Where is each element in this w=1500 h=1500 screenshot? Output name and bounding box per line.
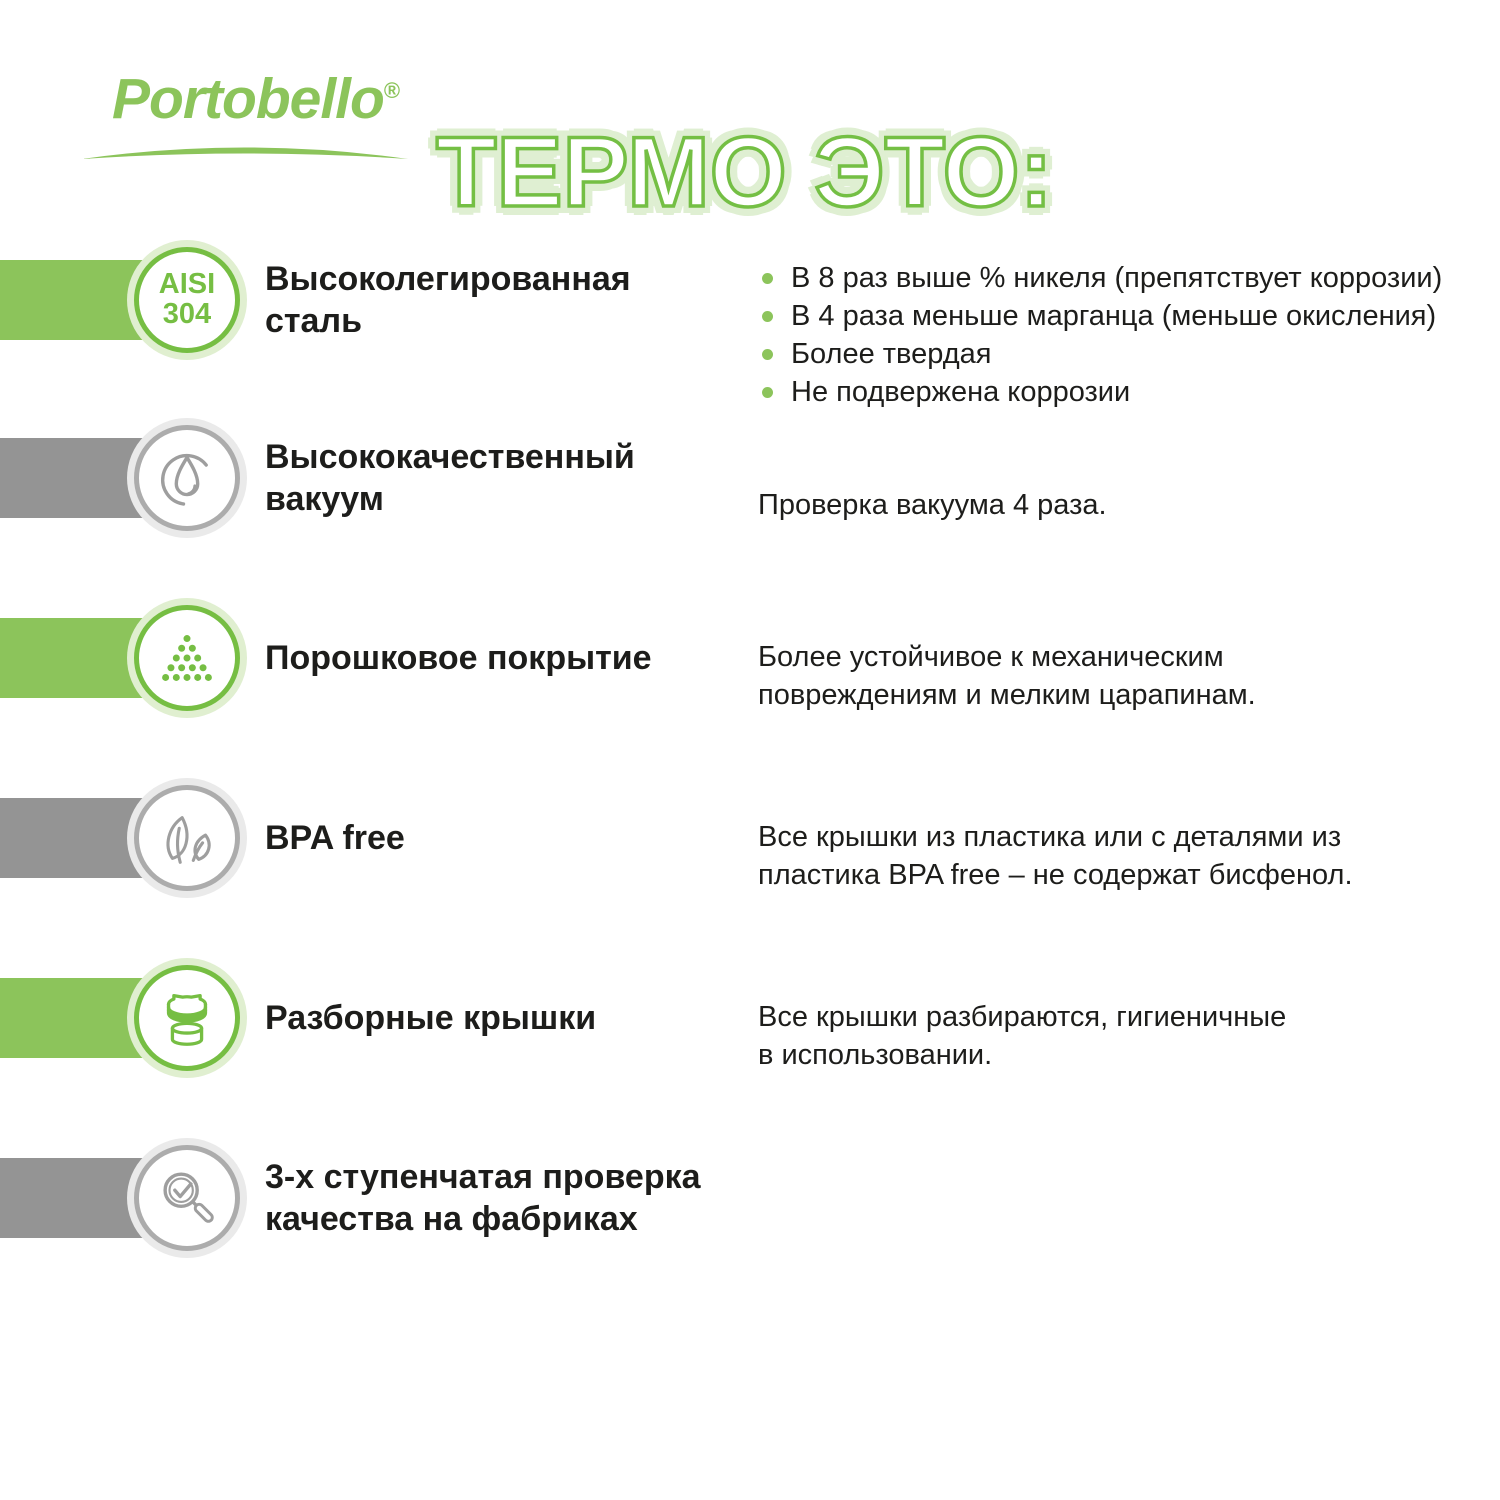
list-item: Не подвержена коррозии bbox=[758, 373, 1500, 411]
registered-mark: ® bbox=[383, 78, 401, 103]
feature-description: Более устойчивое к механическим поврежде… bbox=[758, 641, 1256, 711]
accent-bar bbox=[0, 1158, 152, 1238]
icon-halo bbox=[127, 418, 247, 538]
feature-title: Разборные крышки bbox=[265, 999, 597, 1037]
feature-title: 3-х ступенчатая проверка качества на фаб… bbox=[265, 1158, 701, 1238]
icon-halo bbox=[127, 598, 247, 718]
accent-bar bbox=[0, 978, 152, 1058]
accent-bar bbox=[0, 798, 152, 878]
feature-description: Все крышки из пластика или с деталями из… bbox=[758, 821, 1353, 891]
accent-bar bbox=[0, 618, 152, 698]
icon-circle bbox=[134, 425, 240, 531]
water-drop-icon bbox=[160, 453, 214, 506]
feature-description: Проверка вакуума 4 раза. bbox=[758, 489, 1107, 521]
bullet-dot-icon bbox=[762, 273, 773, 284]
feature-title: BPA free bbox=[265, 819, 405, 857]
powder-dots-icon bbox=[162, 635, 212, 681]
brand-logo: Portobello® bbox=[112, 66, 400, 132]
list-item: Более твердая bbox=[758, 335, 1500, 373]
icon-circle bbox=[134, 785, 240, 891]
icon-halo: AISI 304 bbox=[127, 240, 247, 360]
bullet-dot-icon bbox=[762, 387, 773, 398]
icon-circle bbox=[134, 605, 240, 711]
bullet-text: В 4 раза меньше марганца (меньше окислен… bbox=[791, 300, 1437, 332]
accent-bar bbox=[0, 438, 152, 518]
icon-circle: AISI 304 bbox=[134, 247, 240, 353]
icon-circle bbox=[134, 965, 240, 1071]
bullet-dot-icon bbox=[762, 311, 773, 322]
lid-icon bbox=[166, 993, 208, 1046]
icon-halo bbox=[127, 778, 247, 898]
bullet-text: Не подвержена коррозии bbox=[791, 376, 1131, 408]
bullet-dot-icon bbox=[762, 349, 773, 360]
feature-title: Высококачественный вакуум bbox=[265, 438, 635, 518]
bullet-text: В 8 раз выше % никеля (препятствует корр… bbox=[791, 262, 1443, 294]
feature-description: Все крышки разбираются, гигиеничные в ис… bbox=[758, 1001, 1287, 1071]
list-item: В 4 раза меньше марганца (меньше окислен… bbox=[758, 297, 1500, 335]
list-item: В 8 раз выше % никеля (препятствует корр… bbox=[758, 259, 1500, 297]
bullet-text: Более твердая bbox=[791, 338, 992, 370]
logo-swoosh-icon bbox=[82, 147, 408, 159]
leaves-icon bbox=[166, 816, 211, 864]
page-title: ТЕРМО ЭТО: bbox=[434, 116, 1054, 228]
quality-check-icon bbox=[163, 1172, 214, 1223]
brand-logo-text: Portobello bbox=[112, 67, 385, 131]
aisi-304-badge: AISI 304 bbox=[158, 268, 216, 330]
icon-halo bbox=[127, 958, 247, 1078]
icon-circle bbox=[134, 1145, 240, 1251]
icon-halo bbox=[127, 1138, 247, 1258]
feature-title: Высоколегированная сталь bbox=[265, 260, 631, 340]
feature-bullet-list: В 8 раз выше % никеля (препятствует корр… bbox=[758, 259, 1500, 411]
feature-title: Порошковое покрытие bbox=[265, 639, 652, 677]
accent-bar bbox=[0, 260, 152, 340]
